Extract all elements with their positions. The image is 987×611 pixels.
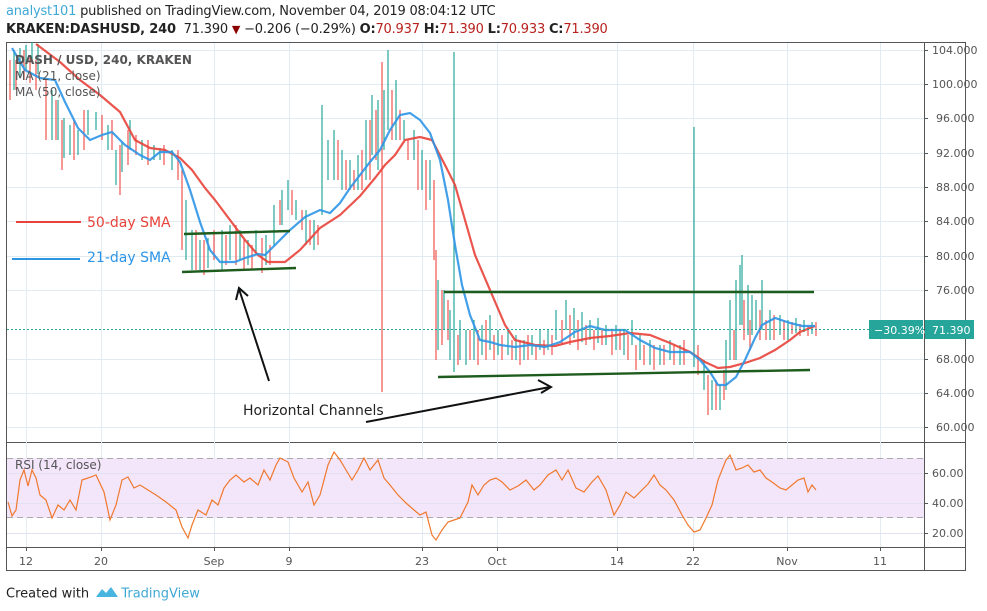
x-tick: 22 — [686, 555, 700, 568]
symbol-bar: KRAKEN:DASHUSD, 240 71.390 ▼ −0.206 (−0.… — [6, 22, 608, 37]
chart-legend-ma50: MA (50, close) — [15, 85, 101, 99]
publisher-name[interactable]: analyst101 — [6, 4, 77, 19]
x-tick: 9 — [286, 555, 293, 568]
channels-annotation: Horizontal Channels — [243, 403, 384, 419]
chart-frame — [6, 42, 966, 571]
close-value: 71.390 — [563, 22, 608, 37]
sma21-annotation: 21-day SMA — [87, 250, 171, 266]
publish-text: published on TradingView.com, November 0… — [76, 4, 496, 19]
y-tick: 84.000 — [936, 215, 975, 228]
x-tick: Oct — [487, 555, 507, 568]
x-tick: 12 — [19, 555, 33, 568]
channel-lines[interactable] — [181, 229, 814, 379]
x-tick: 11 — [873, 555, 887, 568]
y-tick: 80.000 — [936, 250, 975, 263]
low-value: 70.933 — [500, 22, 546, 37]
x-tick: Sep — [204, 555, 225, 568]
x-tick: Nov — [776, 555, 798, 568]
y-tick: 92.000 — [936, 147, 975, 160]
y-tick: 96.000 — [936, 112, 975, 125]
down-triangle-icon: ▼ — [231, 23, 241, 36]
time-axis[interactable]: 12 20 Sep 9 23 Oct 14 22 Nov 11 — [19, 547, 887, 568]
rsi-tick: 20.00 — [932, 527, 964, 540]
rsi-tick: 60.00 — [932, 467, 964, 480]
arrow-icon — [235, 286, 554, 423]
y-tick: 88.000 — [936, 181, 975, 194]
tradingview-link[interactable]: TradingView — [121, 586, 200, 602]
x-tick: 14 — [610, 555, 624, 568]
y-tick: 100.000 — [932, 78, 978, 91]
high-label: H: — [423, 22, 440, 37]
rsi-grid — [7, 473, 924, 534]
channel-2-lower — [437, 368, 811, 379]
y-tick: 60.000 — [936, 421, 975, 434]
last-price: 71.390 — [183, 22, 228, 37]
sma21-line — [11, 47, 815, 387]
rsi-tick: 40.00 — [932, 497, 964, 510]
price-badge-text: 71.390 — [932, 324, 971, 337]
close-label: C: — [548, 22, 564, 37]
y-tick: 64.000 — [936, 387, 975, 400]
rsi-axis[interactable]: 60.00 40.00 20.00 — [924, 467, 964, 540]
channel-1-upper — [183, 229, 291, 236]
tradingview-logo-icon — [95, 585, 119, 603]
rsi-line — [7, 450, 817, 542]
pct-badge-text: −30.39% — [874, 324, 925, 337]
y-tick: 76.000 — [936, 284, 975, 297]
open-value: 70.937 — [375, 22, 420, 37]
footer-created-text: Created with — [6, 586, 90, 602]
price-axis[interactable]: 104.000 100.000 96.000 92.000 88.000 84.… — [924, 44, 978, 434]
symbol-label: KRAKEN:DASHUSD, 240 — [6, 22, 176, 37]
channel-1-lower — [181, 266, 297, 274]
chart-legend-ma21: MA (21, close) — [15, 69, 101, 83]
chart-legend-title: DASH / USD, 240, KRAKEN — [15, 53, 192, 67]
high-value: 71.390 — [439, 22, 484, 37]
rsi-legend: RSI (14, close) — [15, 458, 101, 472]
y-tick: 104.000 — [932, 44, 978, 57]
price-change: −0.206 (−0.29%) — [244, 22, 356, 37]
pct-badge — [869, 320, 923, 339]
sma50-annotation: 50-day SMA — [87, 215, 171, 231]
price-badge — [925, 320, 974, 339]
footer: Created with TradingView — [6, 585, 200, 603]
y-tick: 68.000 — [936, 353, 975, 366]
price-candles[interactable] — [9, 42, 817, 415]
open-label: O: — [359, 22, 376, 37]
low-label: L: — [487, 22, 501, 37]
x-tick: 23 — [415, 555, 429, 568]
publish-info: analyst101 published on TradingView.com,… — [6, 4, 496, 19]
x-tick: 20 — [94, 555, 108, 568]
